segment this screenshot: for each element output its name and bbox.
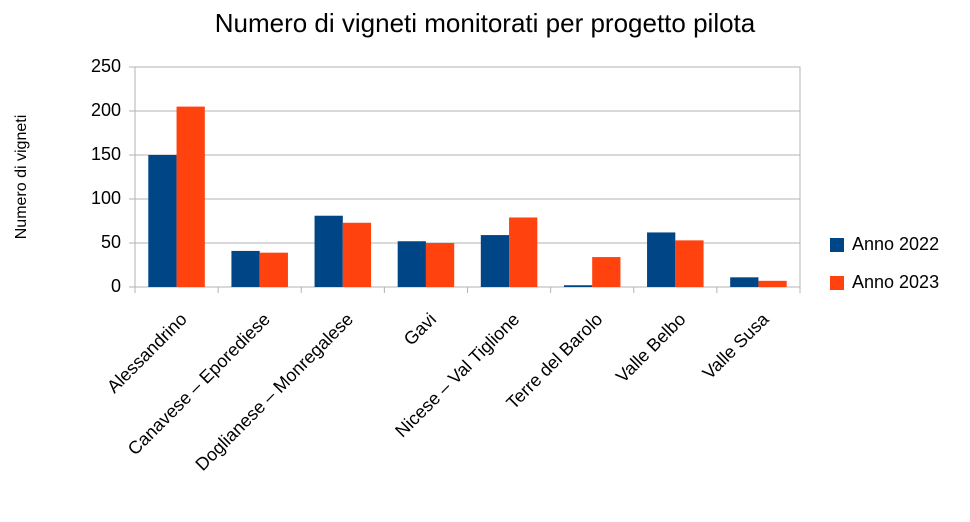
bar <box>563 285 593 287</box>
legend-label: Anno 2023 <box>852 272 939 292</box>
bar <box>342 222 372 287</box>
x-tick-label: Valle Belbo <box>612 309 690 387</box>
y-tick-label: 150 <box>91 144 121 164</box>
bar <box>730 277 759 287</box>
y-tick-label: 250 <box>91 56 121 76</box>
bar <box>592 257 621 287</box>
bar <box>314 215 343 287</box>
bar <box>758 280 787 287</box>
chart-title: Numero di vigneti monitorati per progett… <box>215 8 756 38</box>
legend-label: Anno 2022 <box>852 234 939 254</box>
y-tick-label: 0 <box>111 276 121 296</box>
y-axis-label: Numero di vigneti <box>13 115 30 240</box>
legend-swatch <box>830 238 844 252</box>
x-tick-label: Canavese – Eporediese <box>124 309 274 459</box>
bar <box>647 232 676 287</box>
y-tick-label: 100 <box>91 188 121 208</box>
bar <box>425 243 455 287</box>
bar <box>231 250 260 287</box>
legend-swatch <box>830 276 844 290</box>
y-tick-label: 200 <box>91 100 121 120</box>
y-tick-label: 50 <box>101 232 121 252</box>
x-tick-label: Gavi <box>400 309 440 349</box>
bar <box>259 252 288 287</box>
x-tick-label: Valle Susa <box>699 308 774 383</box>
bar <box>480 235 510 287</box>
bar <box>675 240 704 287</box>
x-tick-label: Alessandrino <box>103 309 191 397</box>
bar <box>509 217 538 287</box>
bar <box>148 155 177 287</box>
x-tick-label: Doglianese – Monregalese <box>191 309 357 475</box>
bar <box>397 241 426 287</box>
bar <box>176 106 205 287</box>
